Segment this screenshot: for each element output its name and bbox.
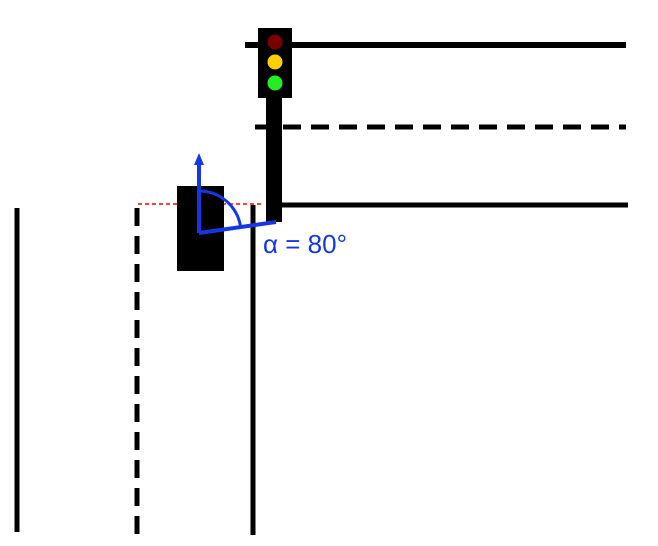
traffic-light — [258, 28, 292, 98]
traffic-light-pole — [266, 92, 282, 222]
heading-arrow-icon — [194, 153, 204, 165]
angle-annotation — [194, 153, 277, 235]
sightline-vector — [198, 220, 277, 235]
green-lamp-icon — [267, 75, 283, 91]
angle-label: α = 80° — [263, 229, 347, 259]
yellow-lamp-icon — [267, 54, 283, 70]
angle-arc — [198, 189, 243, 228]
red-lamp-icon — [267, 34, 283, 50]
